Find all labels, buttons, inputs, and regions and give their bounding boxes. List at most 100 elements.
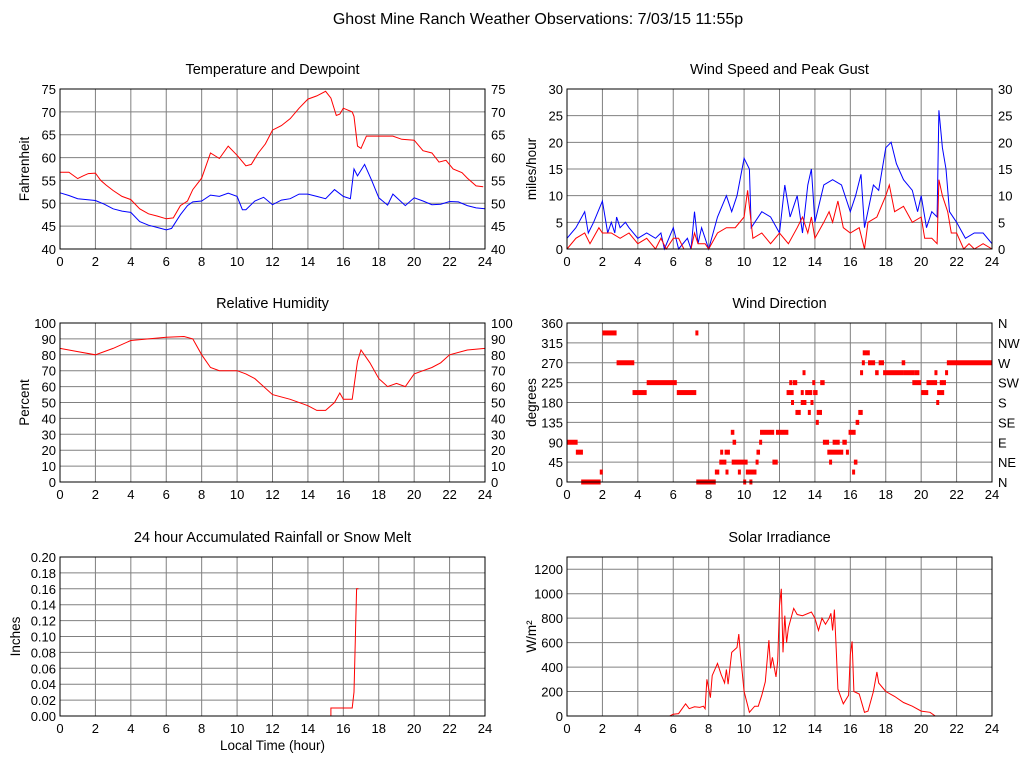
plot-frame	[566, 556, 993, 717]
y-tick-label: 100	[34, 316, 56, 331]
right-tick-label: 75	[491, 82, 505, 97]
plot-frame	[59, 88, 486, 250]
wind-direction-point	[939, 380, 943, 386]
wind-direction-point	[883, 370, 904, 376]
wind-direction-point	[632, 390, 647, 396]
x-tick-label: 20	[914, 254, 928, 269]
y-tick-label: 40	[42, 242, 56, 257]
y-tick-label: 70	[42, 364, 56, 379]
x-tick-label: 4	[127, 487, 134, 502]
y-tick-label: 225	[541, 376, 563, 391]
right-tick-label: 20	[491, 443, 505, 458]
wind-direction-point	[567, 439, 578, 445]
y-tick-label: 180	[541, 396, 563, 411]
right-tick-label: SE	[998, 415, 1016, 430]
x-axis-label: Local Time (hour)	[220, 738, 325, 753]
wind-direction-point	[820, 380, 825, 386]
y-tick-label: 0.16	[31, 582, 56, 597]
x-tick-label: 12	[772, 721, 786, 736]
right-tick-label: 20	[998, 135, 1012, 150]
right-tick-label: 5	[998, 215, 1005, 230]
wind-direction-point	[921, 390, 929, 396]
wind-direction-point	[760, 429, 775, 435]
right-tick-label: S	[998, 396, 1007, 411]
x-tick-label: 12	[772, 487, 786, 502]
wind-direction-point	[862, 350, 870, 356]
y-tick-label: 0.02	[31, 693, 56, 708]
right-tick-label: 65	[491, 128, 505, 143]
x-tick-label: 18	[372, 487, 386, 502]
right-tick-label: SW	[998, 376, 1020, 391]
x-tick-label: 22	[949, 721, 963, 736]
y-tick-label: 315	[541, 336, 563, 351]
plot-frame	[566, 322, 993, 483]
x-tick-label: 10	[230, 254, 244, 269]
right-tick-label: 55	[491, 173, 505, 188]
x-tick-label: 4	[634, 254, 641, 269]
x-tick-label: 2	[599, 254, 606, 269]
x-tick-label: 14	[808, 721, 822, 736]
y-tick-label: 0.06	[31, 661, 56, 676]
x-tick-label: 10	[737, 721, 751, 736]
wind-direction-point	[816, 409, 822, 415]
y-tick-label: 1200	[534, 562, 563, 577]
right-tick-label: 100	[491, 316, 513, 331]
x-tick-label: 10	[230, 721, 244, 736]
y-tick-label: 60	[42, 151, 56, 166]
x-tick-label: 12	[772, 254, 786, 269]
x-tick-label: 4	[127, 254, 134, 269]
wind-direction-point	[756, 449, 761, 455]
x-tick-label: 24	[985, 487, 999, 502]
x-tick-label: 22	[949, 254, 963, 269]
y-tick-label: 50	[42, 396, 56, 411]
x-tick-label: 12	[265, 487, 279, 502]
wind-direction-point	[800, 400, 804, 405]
wind-direction-point	[792, 380, 798, 386]
x-tick-label: 12	[265, 721, 279, 736]
y-tick-label: 0.18	[31, 566, 56, 581]
wind-direction-point	[772, 459, 778, 465]
right-tick-label: W	[998, 356, 1011, 371]
x-tick-label: 8	[198, 721, 205, 736]
y-tick-label: 200	[541, 685, 563, 700]
x-tick-label: 6	[163, 721, 170, 736]
x-tick-label: 14	[808, 254, 822, 269]
y-tick-label: 20	[549, 135, 563, 150]
x-tick-label: 20	[407, 487, 421, 502]
y-tick-label: 0.10	[31, 630, 56, 645]
right-tick-label: 10	[491, 459, 505, 474]
wind-direction-point	[719, 459, 727, 465]
x-tick-label: 16	[336, 487, 350, 502]
rainfall-panel: 24 hour Accumulated Rainfall or Snow Mel…	[8, 530, 492, 753]
y-tick-label: 0.12	[31, 614, 56, 629]
panel-title: Wind Direction	[732, 296, 826, 312]
y-tick-label: 0	[49, 475, 56, 490]
right-tick-label: 30	[998, 82, 1012, 97]
right-tick-label: 90	[491, 332, 505, 347]
x-tick-label: 0	[56, 487, 63, 502]
wind-direction-point	[786, 390, 794, 396]
y-axis-label: Inches	[8, 616, 23, 656]
x-tick-label: 8	[705, 487, 712, 502]
right-tick-label: 25	[998, 109, 1012, 124]
x-tick-label: 6	[163, 254, 170, 269]
y-axis-label: Percent	[17, 379, 32, 426]
wind-direction-point	[822, 439, 830, 445]
y-tick-label: 600	[541, 636, 563, 651]
wind-direction-point	[845, 449, 849, 455]
y-tick-label: 55	[42, 173, 56, 188]
wind-direction-point	[853, 459, 858, 465]
wind-direction-point	[945, 370, 949, 376]
right-tick-label: 80	[491, 348, 505, 363]
x-tick-label: 8	[198, 254, 205, 269]
wind-direction-point	[812, 380, 816, 386]
wind-direction-point	[646, 380, 677, 386]
x-tick-label: 18	[372, 721, 386, 736]
x-tick-label: 0	[563, 254, 570, 269]
x-tick-label: 14	[301, 487, 315, 502]
wind-direction-point	[878, 360, 884, 366]
